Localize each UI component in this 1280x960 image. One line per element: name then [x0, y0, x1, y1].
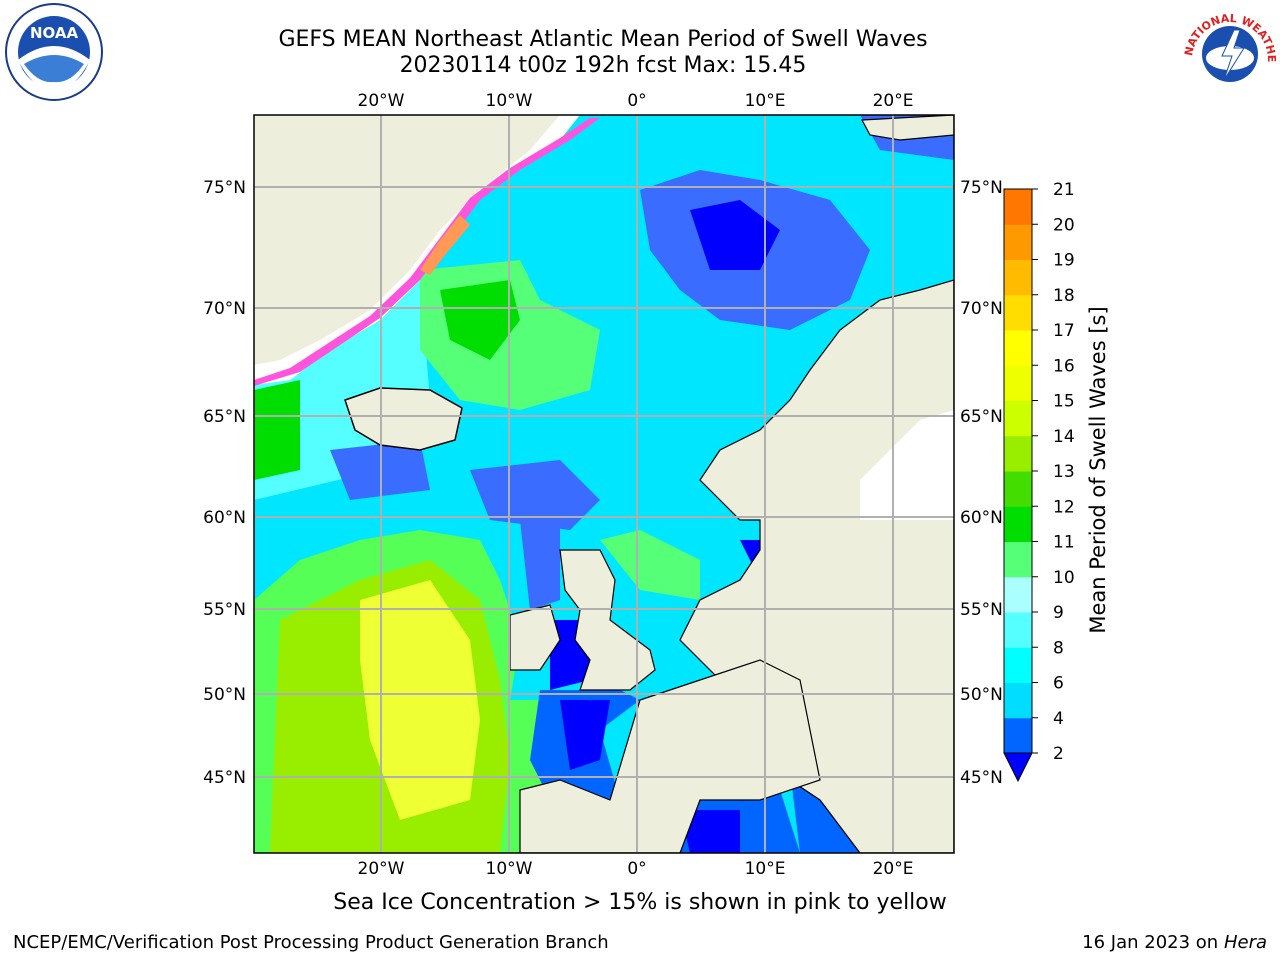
colorbar-swatch: [1004, 330, 1032, 366]
noaa-logo-text: NOAA: [30, 24, 79, 42]
colorbar-tick-label: 6: [1053, 674, 1064, 694]
lon-label-top-0: 0°: [627, 91, 646, 111]
colorbar-tick-label: 10: [1053, 568, 1075, 588]
colorbar-tick-label: 15: [1053, 392, 1075, 412]
nws-logo-icon: NATIONAL WEATHER SERVICE: [1178, 0, 1280, 102]
lat-label-left-50n: 50°N: [203, 685, 246, 705]
colorbar-tick-label: 13: [1053, 462, 1075, 482]
colorbar-tick-label: 17: [1053, 321, 1075, 341]
footer-host: Hera: [1223, 932, 1267, 953]
colorbar-swatch: [1004, 224, 1032, 260]
colorbar-swatch: [1004, 717, 1032, 754]
bothnia-ice: [860, 410, 954, 520]
noaa-logo-icon: NOAA: [5, 3, 103, 101]
lon-label-top-20w: 20°W: [358, 91, 405, 111]
lat-label-right-55n: 55°N: [960, 600, 1003, 620]
lat-label-right-70n: 70°N: [960, 299, 1003, 319]
footer-date: 16 Jan 2023 on Hera: [1082, 932, 1267, 953]
lon-label-top-20e: 20°E: [873, 91, 914, 111]
colorbar-tick-label: 12: [1053, 497, 1075, 517]
colorbar-swatch: [1004, 435, 1032, 472]
colorbar: [1003, 188, 1033, 783]
colorbar-swatch: [1004, 682, 1032, 719]
colorbar-ticks: 2 4 6 8 9 10 11 12 13 14 15 16 17 18 19 20 21: [1032, 180, 1075, 764]
colorbar-swatch: [1004, 294, 1032, 331]
colorbar-swatch: [1004, 471, 1032, 507]
lat-label-right-50n: 50°N: [960, 685, 1003, 705]
colorbar-tick-label: 21: [1053, 180, 1075, 200]
lon-label-top-10w: 10°W: [486, 91, 533, 111]
colorbar-swatch: [1004, 506, 1032, 542]
colorbar-tick-label: 8: [1053, 638, 1064, 658]
lon-label-bottom-0: 0°: [627, 859, 646, 879]
colorbar-tick-label: 14: [1053, 427, 1075, 447]
lat-label-left-75n: 75°N: [203, 178, 246, 198]
colorbar-tick-label: 18: [1053, 286, 1075, 306]
colorbar-swatch: [1004, 541, 1032, 578]
colorbar-swatch: [1004, 189, 1032, 225]
ocean-yellow-region: [360, 580, 480, 820]
greenland-land: [254, 115, 560, 365]
colorbar-swatch: [1004, 647, 1032, 683]
lon-label-bottom-20w: 20°W: [358, 859, 405, 879]
lat-label-left-65n: 65°N: [203, 407, 246, 427]
lat-label-right-60n: 60°N: [960, 508, 1003, 528]
colorbar-swatch: [1004, 400, 1032, 437]
colorbar-swatch: [1004, 612, 1032, 648]
footer-credit: NCEP/EMC/Verification Post Processing Pr…: [13, 932, 609, 953]
lat-label-right-75n: 75°N: [960, 178, 1003, 198]
lat-label-right-65n: 65°N: [960, 407, 1003, 427]
lon-label-top-10e: 10°E: [745, 91, 786, 111]
colorbar-tick-label: 2: [1053, 744, 1064, 764]
colorbar-swatch: [1004, 259, 1032, 296]
colorbar-tick-label: 9: [1053, 603, 1064, 623]
colorbar-tick-label: 4: [1053, 709, 1064, 729]
lon-label-bottom-10e: 10°E: [745, 859, 786, 879]
lon-label-bottom-20e: 20°E: [873, 859, 914, 879]
graticule: [254, 115, 954, 853]
map-area: [254, 115, 954, 853]
lat-label-left-60n: 60°N: [203, 508, 246, 528]
chart-subtitle: 20230114 t00z 192h fcst Max: 15.45: [399, 53, 807, 78]
colorbar-swatch: [1004, 365, 1032, 401]
western-europe: [519, 659, 821, 853]
lon-label-bottom-10w: 10°W: [486, 859, 533, 879]
chart-title: GEFS MEAN Northeast Atlantic Mean Period…: [278, 27, 928, 52]
colorbar-tick-label: 11: [1053, 533, 1075, 553]
lat-label-right-45n: 45°N: [960, 768, 1003, 788]
sea-ice-note: Sea Ice Concentration > 15% is shown in …: [333, 890, 947, 915]
lat-label-left-45n: 45°N: [203, 768, 246, 788]
lat-label-left-70n: 70°N: [203, 299, 246, 319]
colorbar-tick-label: 19: [1053, 251, 1075, 271]
colorbar-tick-label: 16: [1053, 356, 1075, 376]
colorbar-swatch: [1004, 576, 1032, 613]
map-frame: [253, 114, 955, 854]
colorbar-tick-label: 20: [1053, 215, 1075, 235]
svalbard: [861, 115, 954, 141]
colorbar-extend-arrow: [1003, 752, 1033, 783]
colorbar-label: Mean Period of Swell Waves [s]: [1086, 306, 1110, 633]
footer-date-text: 16 Jan 2023 on: [1082, 932, 1224, 953]
iceland: [344, 387, 463, 451]
lat-label-left-55n: 55°N: [203, 600, 246, 620]
